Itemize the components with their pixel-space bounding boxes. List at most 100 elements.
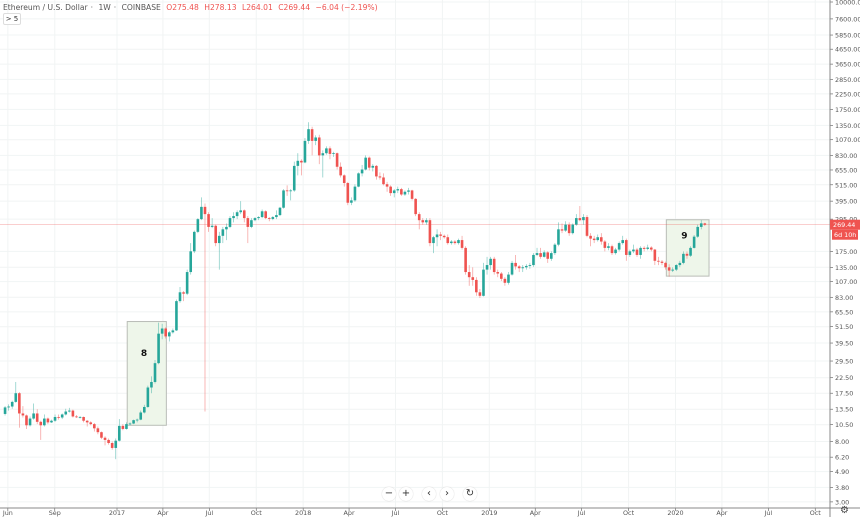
candle-down xyxy=(514,254,517,270)
candle-body xyxy=(103,437,107,440)
x-tick-label: Jun xyxy=(2,509,13,517)
candle-body xyxy=(503,278,507,283)
candle-body xyxy=(303,140,307,163)
zoom-out-button[interactable]: − xyxy=(382,487,396,501)
candle-up xyxy=(696,224,699,238)
candle-body xyxy=(671,269,674,271)
scroll-right-button[interactable]: › xyxy=(440,487,454,501)
candle-up xyxy=(392,189,396,198)
candle-body xyxy=(532,254,535,266)
candle-body xyxy=(310,129,314,141)
candle-body xyxy=(64,411,68,415)
y-tick-label: 830.00 xyxy=(835,152,857,160)
candle-body xyxy=(400,189,403,195)
candle-up xyxy=(78,415,82,419)
candle-body xyxy=(171,330,175,333)
candle-body xyxy=(674,265,678,270)
candle-down xyxy=(467,265,471,286)
candle-up xyxy=(564,221,567,232)
candle-body xyxy=(307,129,310,141)
candle-body xyxy=(696,226,699,237)
candle-up xyxy=(617,241,621,252)
candle-up xyxy=(607,243,610,251)
candle-body xyxy=(207,214,210,227)
candle-down xyxy=(642,246,646,252)
symbol-legend: Ethereum / U.S. Dollar · 1W · COINBASE O27… xyxy=(3,3,378,12)
candle-down xyxy=(428,218,432,247)
candle-body xyxy=(21,413,25,416)
candle-up xyxy=(53,414,57,422)
candle-body xyxy=(417,214,421,221)
candle-body xyxy=(7,406,10,408)
candle-up xyxy=(550,251,553,261)
candle-up xyxy=(282,189,285,209)
candle-up xyxy=(350,197,353,206)
x-tick-label: Sep xyxy=(49,509,61,517)
candle-down xyxy=(446,234,450,245)
candle-up xyxy=(525,264,528,270)
y-tick-label: 2250.00 xyxy=(835,90,860,98)
candle-body xyxy=(435,234,439,238)
candle-body xyxy=(335,153,339,167)
reset-chart-button[interactable]: ↻ xyxy=(463,487,477,501)
candle-body xyxy=(500,273,503,279)
candle-body xyxy=(632,249,635,252)
ohlc-low: L264.01 xyxy=(241,3,273,12)
candle-up xyxy=(118,419,121,442)
candle-down xyxy=(478,288,482,299)
candle-down xyxy=(414,198,417,217)
candle-down xyxy=(385,181,389,192)
zoom-in-button[interactable]: + xyxy=(399,487,413,501)
candle-body xyxy=(571,224,575,234)
y-tick-label: 395.00 xyxy=(835,198,857,206)
candle-down xyxy=(517,265,521,273)
candle-body xyxy=(521,267,525,269)
candle-down xyxy=(664,261,667,270)
candle-down xyxy=(442,234,446,239)
candle-body xyxy=(317,137,321,156)
candle-body xyxy=(75,416,78,418)
candle-down xyxy=(89,421,93,426)
candle-body xyxy=(321,153,325,156)
candle-body xyxy=(653,249,657,261)
candle-body xyxy=(164,328,168,337)
y-tick-label: 4.90 xyxy=(835,468,849,476)
x-tick-label: 2018 xyxy=(295,509,311,517)
candle-body xyxy=(217,235,221,244)
indicators-toggle-button[interactable]: > 5 xyxy=(3,13,21,25)
candle-body xyxy=(624,240,628,255)
candle-body xyxy=(225,226,228,230)
candle-body xyxy=(150,381,153,388)
candle-up xyxy=(257,216,260,221)
candle-body xyxy=(153,363,157,382)
candle-body xyxy=(339,166,342,176)
candle-body xyxy=(492,258,496,273)
x-tick-label: Apr xyxy=(530,509,541,517)
candle-up xyxy=(689,246,692,257)
candle-up xyxy=(325,146,328,155)
candle-up xyxy=(321,150,325,178)
candle-body xyxy=(143,406,146,413)
y-tick-label: 51.50 xyxy=(835,323,853,331)
candle-up xyxy=(64,408,68,416)
candle-down xyxy=(546,251,550,263)
y-tick-label: 7600.00 xyxy=(835,15,860,23)
candle-body xyxy=(375,165,378,177)
candle-down xyxy=(492,256,496,275)
candle-up xyxy=(489,256,492,270)
candle-down xyxy=(85,420,89,427)
candle-body xyxy=(585,217,589,236)
candle-down xyxy=(453,240,457,245)
candle-up xyxy=(139,410,143,421)
y-tick-label: 3650.00 xyxy=(835,61,860,69)
symbol-name: Ethereum / U.S. Dollar xyxy=(3,3,88,12)
candle-body xyxy=(660,261,664,263)
candle-body xyxy=(557,229,560,245)
scroll-left-button[interactable]: ‹ xyxy=(422,487,436,501)
candle-body xyxy=(46,418,50,423)
candle-up xyxy=(232,212,235,223)
candle-body xyxy=(71,410,75,417)
gear-icon[interactable]: ⚙ xyxy=(840,505,849,516)
candle-body xyxy=(57,416,60,418)
